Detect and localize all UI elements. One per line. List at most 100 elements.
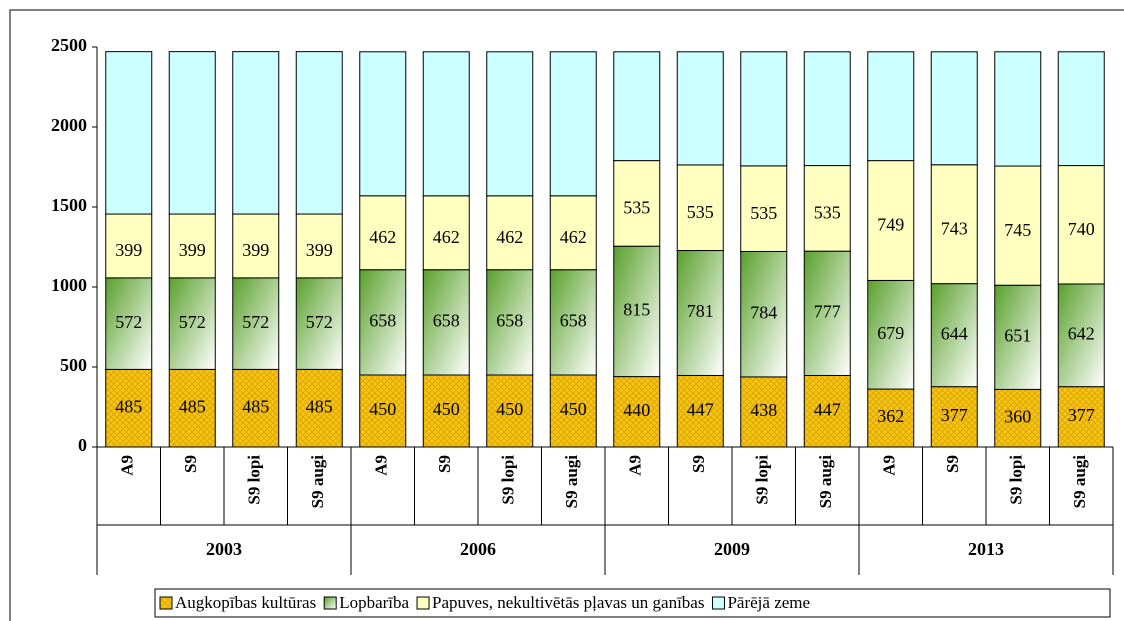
bar-segment <box>803 51 851 167</box>
bar-segment <box>549 269 597 376</box>
data-label: 572 <box>179 312 206 332</box>
frame <box>9 9 1124 621</box>
bar-segment <box>105 277 153 370</box>
data-label: 815 <box>623 300 650 320</box>
data-label: 572 <box>115 312 142 332</box>
x-tick-label: S9 augi <box>816 455 835 509</box>
data-label: 485 <box>242 396 269 416</box>
y-tick-label: 2000 <box>51 115 87 135</box>
bar-segment <box>740 250 788 378</box>
legend-swatch <box>323 596 337 610</box>
x-tick-label: S9 augi <box>308 455 327 509</box>
legend-label: Papuves, nekultivētās pļavas un ganības <box>432 593 704 612</box>
legend-label: Pārējā zeme <box>727 593 810 612</box>
data-label: 535 <box>750 203 777 223</box>
bar-segment <box>613 160 661 247</box>
data-label: 450 <box>433 399 460 419</box>
x-tick-label: S9 <box>689 455 708 473</box>
bar-segment <box>1057 165 1105 285</box>
data-label: 485 <box>306 396 333 416</box>
data-label: 644 <box>941 323 968 343</box>
data-label: 447 <box>814 399 841 419</box>
data-label: 535 <box>623 198 650 218</box>
bar-segment <box>549 195 597 271</box>
data-label: 462 <box>496 227 523 247</box>
x-tick-label: S9 lopi <box>499 455 518 505</box>
data-label: 485 <box>179 396 206 416</box>
data-label: 642 <box>1068 323 1095 343</box>
data-label: 749 <box>877 215 904 235</box>
bar-segment <box>994 388 1042 448</box>
bar-segment <box>676 374 724 448</box>
data-label: 377 <box>941 405 968 425</box>
bar-segment <box>1057 283 1105 388</box>
data-label: 658 <box>560 310 587 330</box>
legend-swatch <box>416 596 430 610</box>
data-label: 440 <box>623 400 650 420</box>
bar-segment <box>295 277 343 370</box>
bar-segment <box>486 374 534 448</box>
group-label: 2009 <box>714 539 750 559</box>
bar-segment <box>930 51 978 166</box>
bar-segment <box>105 368 153 448</box>
bar-segment <box>486 51 534 197</box>
bar-segment <box>613 51 661 162</box>
data-label: 450 <box>369 399 396 419</box>
bar-segment <box>867 279 915 390</box>
data-label: 743 <box>941 218 968 238</box>
bar-segment <box>930 283 978 388</box>
data-label: 777 <box>814 301 841 321</box>
bar-segment <box>422 51 470 197</box>
bar-segment <box>676 250 724 376</box>
bar-segment <box>676 51 724 166</box>
data-label: 572 <box>306 312 333 332</box>
legend-label: Augkopības kultūras <box>175 593 316 612</box>
bar-segment <box>232 277 280 370</box>
bar-segment <box>359 374 407 448</box>
x-tick-label: A9 <box>626 455 645 476</box>
data-label: 781 <box>687 301 714 321</box>
data-label: 399 <box>306 240 333 260</box>
bar-segment <box>422 195 470 271</box>
data-label: 399 <box>242 240 269 260</box>
group-label: 2006 <box>460 539 496 559</box>
y-tick-label: 1000 <box>51 275 87 295</box>
bar-segment <box>867 388 915 448</box>
bar-segment <box>1057 51 1105 167</box>
bar-segment <box>676 164 724 252</box>
bar-segment <box>486 269 534 376</box>
bar-segment <box>232 213 280 279</box>
bar-segment <box>867 160 915 281</box>
data-label: 679 <box>877 323 904 343</box>
data-label: 377 <box>1068 405 1095 425</box>
data-label: 462 <box>369 227 396 247</box>
bar-segment <box>295 213 343 279</box>
x-tick-label: A9 <box>880 455 899 476</box>
bar-segment <box>740 165 788 252</box>
data-label: 485 <box>115 396 142 416</box>
legend-box <box>154 588 1111 618</box>
bar-segment <box>105 51 153 215</box>
bar-segment <box>168 51 216 215</box>
bar-segment <box>867 51 915 162</box>
data-label: 360 <box>1004 406 1031 426</box>
x-tick-label: S9 lopi <box>753 455 772 505</box>
bar-segment <box>168 213 216 279</box>
bar-segment <box>803 374 851 448</box>
bar-segment <box>359 195 407 271</box>
data-label: 535 <box>814 202 841 222</box>
bar-segment <box>359 51 407 197</box>
bar-segment <box>613 245 661 378</box>
data-label: 658 <box>433 310 460 330</box>
x-tick-label: A9 <box>372 455 391 476</box>
x-tick-label: S9 <box>435 455 454 473</box>
data-label: 462 <box>433 227 460 247</box>
bar-segment <box>994 51 1042 167</box>
y-tick-label: 0 <box>78 435 87 455</box>
x-tick-label: A9 <box>118 455 137 476</box>
x-tick-label: S9 lopi <box>1007 455 1026 505</box>
data-label: 658 <box>369 310 396 330</box>
y-tick-label: 1500 <box>51 195 87 215</box>
data-label: 535 <box>687 202 714 222</box>
